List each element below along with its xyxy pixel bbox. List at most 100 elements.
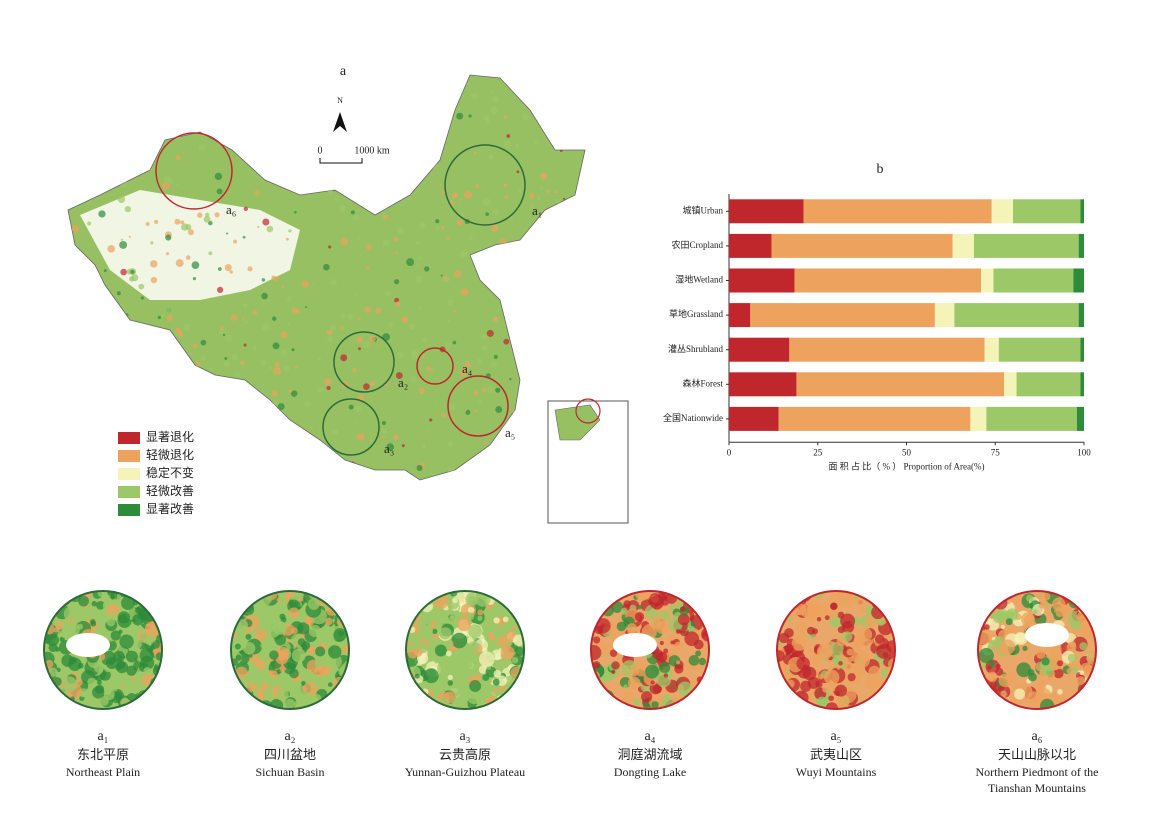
bar-segment bbox=[771, 233, 953, 258]
texture-dot bbox=[571, 376, 580, 385]
texture-dot bbox=[271, 390, 278, 397]
texture-dot bbox=[397, 351, 404, 359]
scale-bar bbox=[319, 158, 363, 164]
texture-dot bbox=[539, 185, 544, 190]
texture-dot bbox=[580, 322, 585, 329]
texture-dot bbox=[330, 598, 336, 605]
texture-dot bbox=[63, 606, 80, 622]
legend-swatch bbox=[118, 432, 140, 444]
texture-dot bbox=[243, 206, 248, 212]
texture-dot bbox=[483, 440, 488, 445]
texture-dot bbox=[235, 654, 242, 661]
texture-dot bbox=[466, 612, 475, 621]
texture-dot bbox=[635, 591, 650, 601]
texture-dot bbox=[120, 268, 127, 276]
texture-dot bbox=[492, 250, 496, 255]
texture-dot bbox=[44, 618, 49, 629]
texture-dot bbox=[288, 229, 292, 233]
texture-dot bbox=[76, 122, 85, 130]
x-axis-label: 面 积 占 比（ % ） Proportion of Area(%) bbox=[829, 460, 985, 471]
texture-dot bbox=[551, 488, 555, 492]
texture-dot bbox=[280, 331, 288, 339]
texture-dot bbox=[166, 315, 173, 322]
texture-dot bbox=[779, 689, 795, 704]
texture-dot bbox=[406, 107, 409, 111]
bar-segment bbox=[729, 406, 779, 431]
texture-dot bbox=[506, 80, 513, 87]
texture-dot bbox=[478, 399, 482, 403]
texture-dot bbox=[464, 190, 472, 199]
texture-dot bbox=[493, 617, 500, 624]
texture-dot bbox=[100, 396, 106, 402]
texture-dot bbox=[406, 684, 415, 694]
texture-dot bbox=[421, 662, 427, 669]
texture-dot bbox=[1016, 662, 1032, 678]
texture-dot bbox=[591, 702, 600, 709]
texture-dot bbox=[986, 671, 998, 683]
texture-dot bbox=[382, 75, 389, 79]
texture-dot bbox=[388, 187, 395, 194]
texture-dot bbox=[231, 415, 236, 420]
legend-swatch bbox=[118, 450, 140, 462]
texture-dot bbox=[477, 358, 483, 364]
texture-dot bbox=[272, 316, 277, 321]
texture-dot bbox=[243, 343, 247, 347]
texture-dot bbox=[468, 641, 480, 653]
texture-dot bbox=[284, 101, 287, 104]
texture-dot bbox=[518, 679, 524, 687]
texture-dot bbox=[853, 627, 860, 633]
texture-dot bbox=[408, 323, 416, 330]
texture-dot bbox=[829, 602, 838, 611]
texture-dot bbox=[261, 300, 264, 303]
texture-dot bbox=[395, 132, 402, 139]
texture-dot bbox=[228, 190, 231, 194]
texture-dot bbox=[280, 349, 288, 357]
texture-dot bbox=[340, 354, 348, 362]
texture-dot bbox=[104, 92, 110, 98]
texture-dot bbox=[778, 600, 783, 605]
texture-dot bbox=[113, 650, 125, 663]
texture-dot bbox=[1088, 696, 1096, 709]
texture-dot bbox=[231, 353, 239, 361]
texture-dot bbox=[877, 618, 885, 626]
texture-dot bbox=[863, 591, 879, 599]
texture-dot bbox=[468, 235, 474, 241]
texture-dot bbox=[251, 68, 256, 73]
texture-dot bbox=[514, 689, 524, 704]
texture-dot bbox=[314, 468, 323, 476]
inset-chinese: 天山山脉以北 bbox=[998, 747, 1076, 762]
texture-dot bbox=[515, 448, 523, 455]
texture-dot bbox=[408, 592, 416, 601]
texture-dot bbox=[256, 114, 262, 120]
texture-dot bbox=[481, 387, 487, 393]
inset-english: Northern Piedmont of the bbox=[976, 765, 1099, 779]
texture-dot bbox=[397, 227, 405, 235]
bar-segment bbox=[970, 406, 987, 431]
texture-dot bbox=[876, 643, 892, 659]
texture-dot bbox=[398, 178, 407, 186]
x-tick-label: 25 bbox=[813, 447, 823, 457]
texture-dot bbox=[91, 600, 97, 607]
texture-dot bbox=[226, 71, 228, 73]
texture-dot bbox=[307, 597, 320, 610]
texture-dot bbox=[75, 442, 81, 449]
texture-dot bbox=[567, 441, 573, 447]
texture-dot bbox=[174, 218, 181, 225]
texture-dot bbox=[147, 94, 154, 101]
texture-dot bbox=[211, 98, 216, 103]
texture-dot bbox=[451, 192, 458, 199]
texture-dot bbox=[99, 669, 111, 681]
texture-dot bbox=[487, 385, 495, 394]
texture-dot bbox=[523, 425, 529, 431]
texture-dot bbox=[425, 617, 433, 625]
texture-dot bbox=[887, 599, 895, 609]
texture-dot bbox=[783, 595, 793, 605]
texture-dot bbox=[239, 704, 244, 709]
texture-dot bbox=[80, 106, 87, 113]
texture-dot bbox=[274, 633, 287, 646]
texture-dot bbox=[260, 359, 267, 366]
texture-dot bbox=[509, 689, 521, 701]
texture-dot bbox=[517, 691, 524, 701]
texture-dot bbox=[55, 596, 61, 602]
texture-dot bbox=[299, 429, 306, 436]
